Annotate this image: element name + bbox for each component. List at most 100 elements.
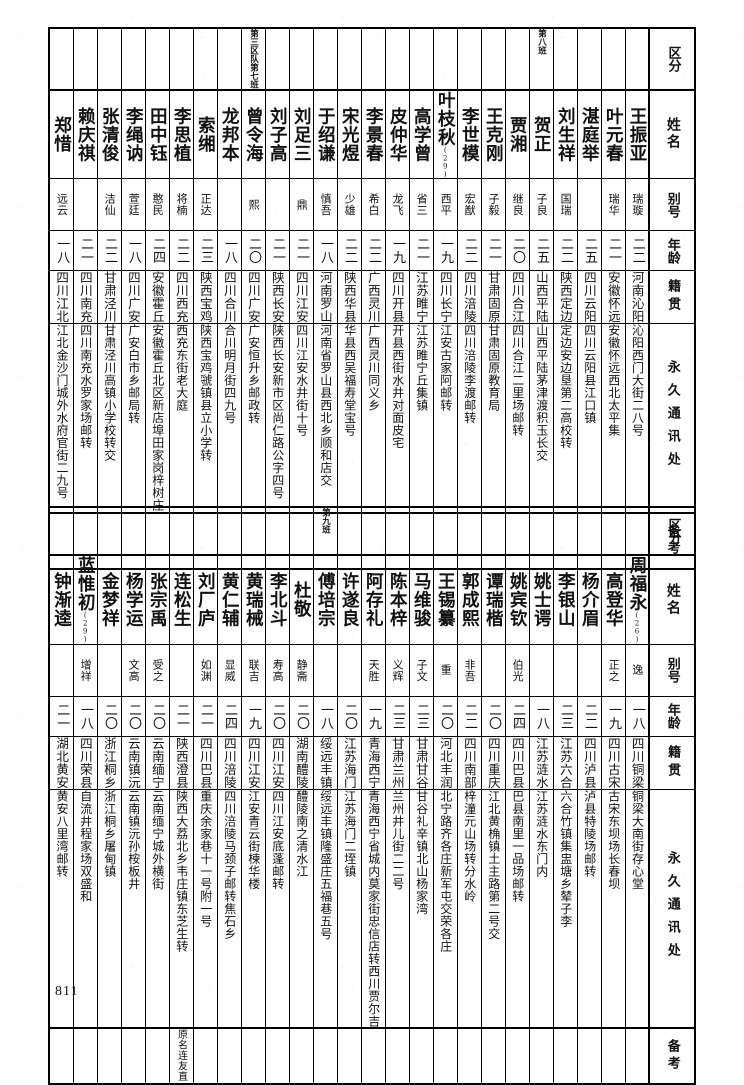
cell-name: 姚士谔 [528, 554, 554, 645]
cell-origin: 四川云阳 [576, 270, 602, 324]
cell-origin: 青海西宁 [360, 735, 386, 790]
cell-address: 云南缅宁城外横街 [144, 788, 170, 1029]
roster-row-origin: 湖北黄安 四川荣县 浙江桐乡 云南镇沅 云南缅宁 陕西澄县 四川巴县 四川涪陵 四川江安 四川江安… [48, 735, 696, 790]
cell-address: 江苏睢宁丘集镇 [408, 323, 434, 514]
cell-address: 安徽怀远西北太平集 [600, 323, 626, 514]
cell-age: 一八 [48, 230, 74, 271]
cell-origin: 四川合江 [504, 270, 530, 324]
cell-age: 一九 [600, 695, 626, 737]
cell-age: 一八 [72, 695, 98, 737]
cell-qufen [456, 27, 482, 91]
cell-qufen [48, 506, 74, 556]
cell-alias: 寿高 [264, 643, 290, 697]
cell-alias: 逸 [624, 643, 650, 697]
cell-alias: 萱廷 [120, 178, 146, 231]
cell-origin: 四川广安 [120, 270, 146, 324]
cell-origin: 湖北黄安 [48, 735, 74, 790]
row-header-note: 备考 [648, 1027, 696, 1085]
cell-age: 一九 [384, 230, 410, 271]
cell-note [72, 1027, 98, 1085]
cell-address: 甘谷礼辛镇北山杨家湾 [408, 788, 434, 1029]
cell-age: 二四 [504, 695, 530, 737]
row-header-name: 姓名 [648, 554, 696, 645]
cell-qufen [72, 506, 98, 556]
cell-alias: 洁仙 [96, 178, 122, 231]
cell-age: 二一 [168, 695, 194, 737]
cell-address: 陕西长安新市区尚仁路公字四号 [264, 323, 290, 514]
cell-age: 二〇 [264, 695, 290, 737]
cell-age: 二二 [456, 695, 482, 737]
cell-address: 六合竹镇集盅塘乡辇子李 [552, 788, 578, 1029]
cell-alias: 非吾 [456, 643, 482, 697]
cell-name: 皮仲华 [384, 89, 410, 179]
cell-address: 甘肃泾川高镇小学校转交 [96, 323, 122, 514]
cell-address: 四川南充水罗家场邮转 [72, 323, 98, 514]
cell-name: 姚宾钦 [504, 554, 530, 645]
cell-name: 宋光煜 [336, 89, 362, 179]
cell-name: 贾湘 [504, 89, 530, 179]
cell-qufen [264, 27, 290, 91]
cell-age: 二三 [192, 230, 218, 271]
row-header-origin: 籍贯 [648, 735, 696, 790]
cell-address: 青海西宁省城内莫家街忠信店转西川贾尔吉 [360, 788, 386, 1029]
cell-age: 二一 [600, 230, 626, 271]
cell-alias: 伯光 [504, 643, 530, 697]
cell-origin: 四川江北 [48, 270, 74, 324]
cell-age: 二〇 [432, 695, 458, 737]
cell-qufen [216, 27, 242, 91]
cell-name: 蓝惟初(29) [72, 554, 98, 645]
cell-note [120, 1027, 146, 1085]
cell-origin: 广西灵川 [360, 270, 386, 324]
cell-alias: 鼎 [288, 178, 314, 231]
cell-origin: 四川泸县 [576, 735, 602, 790]
cell-origin: 四川涪陵 [216, 735, 242, 790]
cell-age: 二一 [264, 230, 290, 271]
scanned-roster-page: 第三区队第七班 第八班 区分 郑惜 赖庆祺 张清俊 李绳讷 田中钰 李思植 索缃 龙邦本 曾令海 刘子高… [48, 27, 696, 1085]
cell-alias: 熙 [240, 178, 266, 231]
cell-note [504, 1027, 530, 1085]
cell-origin: 四川长宁 [432, 270, 458, 324]
cell-qufen [288, 506, 314, 556]
cell-qufen [432, 506, 458, 556]
cell-name: 赖庆祺 [72, 89, 98, 179]
cell-origin: 陕西定边 [552, 270, 578, 324]
cell-age: 一九 [360, 695, 386, 737]
cell-name: 郑惜 [48, 89, 74, 179]
row-header-alias: 别号 [648, 643, 696, 697]
cell-origin: 江苏六合 [552, 735, 578, 790]
cell-origin: 甘肃兰州 [384, 735, 410, 790]
cell-qufen [168, 27, 194, 91]
cell-name: 连松生 [168, 554, 194, 645]
roster-row-name: 郑惜 赖庆祺 张清俊 李绳讷 田中钰 李思植 索缃 龙邦本 曾令海 刘子高 刘足三 于绍谦 宋光煜 李景春… [48, 89, 696, 179]
cell-qufen [552, 27, 578, 91]
cell-qufen [456, 506, 482, 556]
cell-name: 李绳讷 [120, 89, 146, 179]
cell-age: 二五 [528, 230, 554, 271]
row-header-origin: 籍贯 [648, 270, 696, 324]
roster-row-origin: 四川江北 四川南充 甘肃泾川 四川广安 安徽霍丘 四川西充 陕西宝鸡 四川合川 四川广安 陕西长安… [48, 270, 696, 324]
cell-name: 王振亚 [624, 89, 650, 179]
roster-row-note: 原名连友直 备考 [48, 1027, 696, 1085]
cell-name: 高登华 [600, 554, 626, 645]
cell-note [336, 1027, 362, 1085]
cell-age: 一九 [432, 230, 458, 271]
cell-alias [576, 643, 602, 697]
cell-alias: 少雄 [336, 178, 362, 231]
cell-note [288, 1027, 314, 1085]
cell-name: 金梦祥 [96, 554, 122, 645]
roster-table-upper: 第三区队第七班 第八班 区分 郑惜 赖庆祺 张清俊 李绳讷 田中钰 李思植 索缃 龙邦本 曾令海 刘子高… [48, 27, 696, 570]
cell-alias [576, 178, 602, 231]
cell-age: 二〇 [144, 695, 170, 737]
cell-alias: 静斋 [288, 643, 314, 697]
roster-row-qufen: 第三区队第七班 第八班 区分 [48, 27, 696, 91]
cell-name: 索缃 [192, 89, 218, 179]
cell-alias: 联吉 [240, 643, 266, 697]
cell-name: 张清俊 [96, 89, 122, 179]
cell-origin: 四川巴县 [504, 735, 530, 790]
cell-origin: 江苏涟水 [528, 735, 554, 790]
cell-address: 梓潼元山场转分水岭 [456, 788, 482, 1029]
cell-alias: 子毅 [480, 178, 506, 231]
cell-origin: 四川开县 [384, 270, 410, 324]
cell-qufen [72, 27, 98, 91]
name-index-superscript: (29) [81, 611, 90, 644]
